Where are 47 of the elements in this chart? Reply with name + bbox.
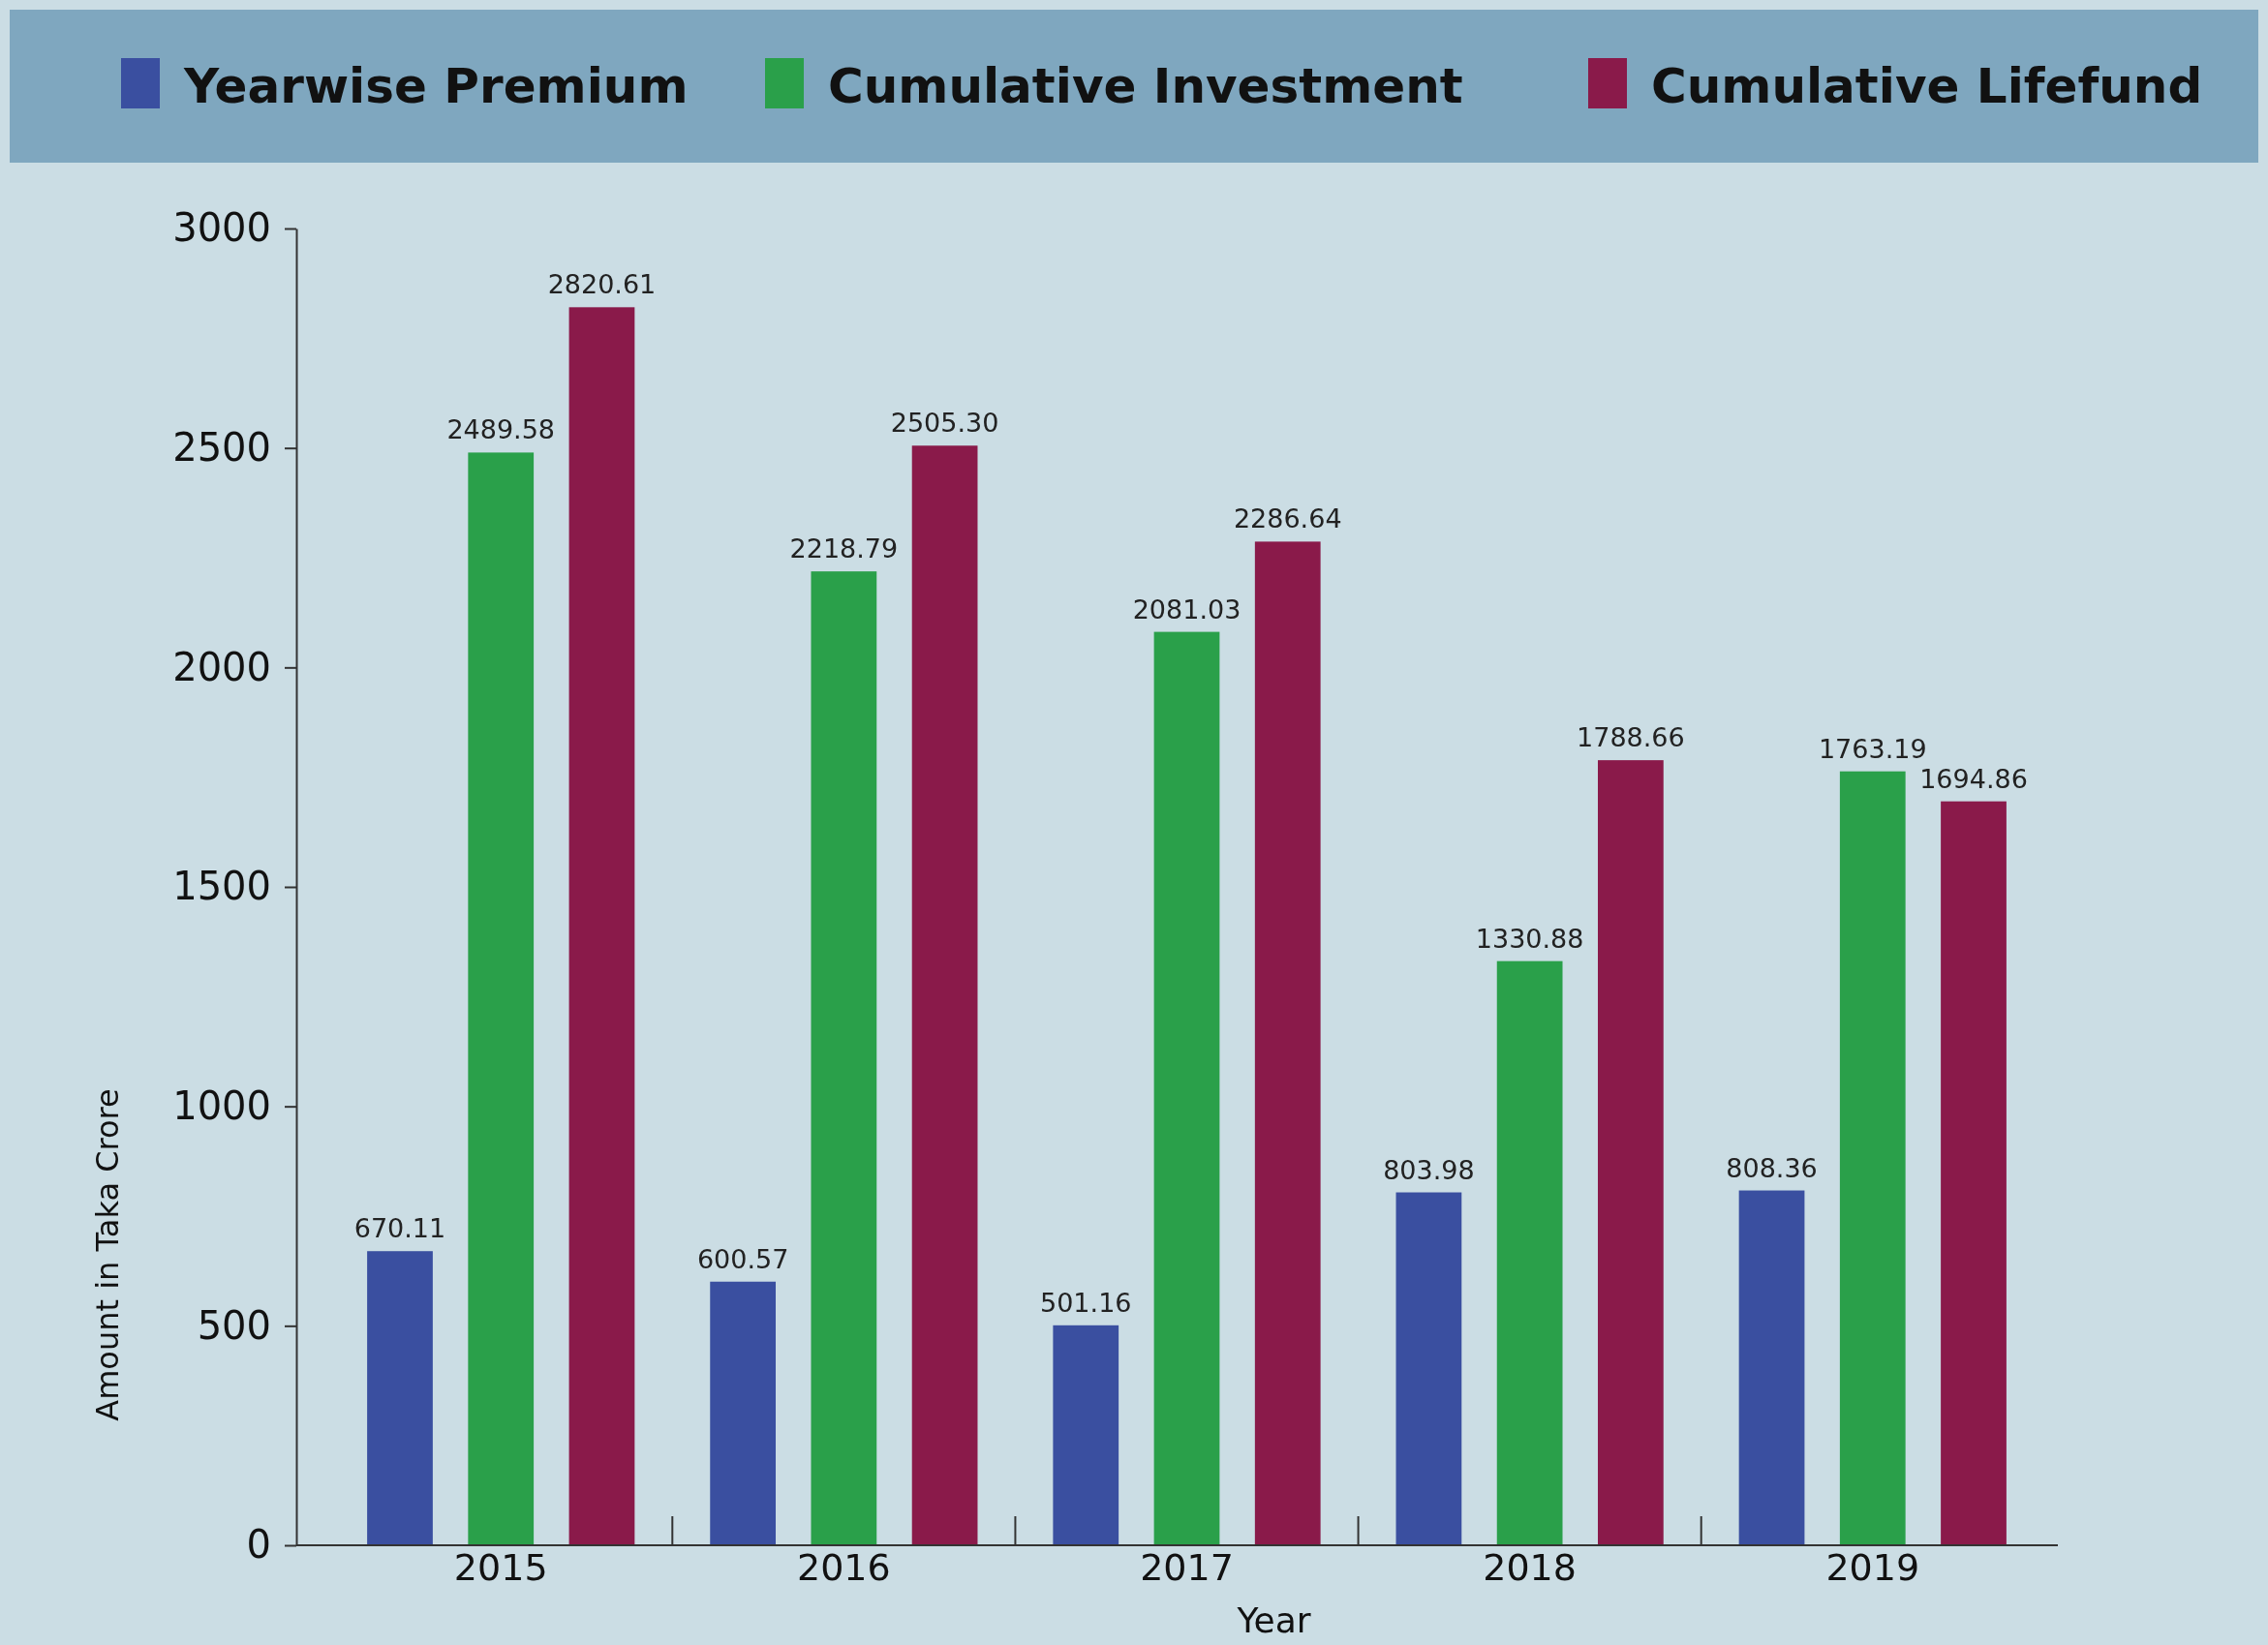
y-tick-label: 500: [197, 1302, 271, 1348]
data-label: 2505.30: [890, 408, 999, 439]
data-label: 600.57: [696, 1243, 789, 1274]
legend-label: Yearwise Premium: [183, 58, 689, 114]
bar: [1395, 1192, 1462, 1545]
data-label: 2286.64: [1233, 503, 1342, 534]
bar: [1839, 771, 1906, 1545]
x-tick-label: 2017: [1140, 1546, 1234, 1589]
bar: [911, 445, 978, 1545]
x-axis-title: Year: [1236, 1600, 1311, 1640]
bar: [1496, 960, 1563, 1545]
data-label: 2218.79: [789, 533, 899, 564]
legend-label: Cumulative Investment: [828, 58, 1463, 114]
y-tick-label: 1000: [172, 1082, 271, 1128]
bar: [1597, 760, 1664, 1545]
bar: [1053, 1325, 1119, 1545]
y-tick-label: 1500: [172, 864, 271, 909]
bar: [468, 452, 535, 1545]
bar: [367, 1251, 433, 1545]
bar: [1941, 801, 2007, 1545]
data-label: 501.16: [1040, 1287, 1132, 1318]
data-label: 2489.58: [446, 414, 556, 445]
data-label: 670.11: [353, 1213, 446, 1244]
bar: [811, 571, 877, 1545]
y-tick-label: 3000: [172, 205, 271, 251]
bar: [568, 307, 635, 1545]
y-tick-label: 0: [246, 1522, 271, 1568]
bar: [710, 1281, 777, 1545]
bar: [1254, 541, 1321, 1545]
x-tick-label: 2019: [1825, 1546, 1920, 1589]
y-tick-label: 2000: [172, 644, 271, 689]
legend-label: Cumulative Lifefund: [1651, 58, 2203, 114]
data-label: 1330.88: [1475, 923, 1584, 954]
bar: [1153, 631, 1220, 1545]
x-tick-label: 2015: [453, 1546, 548, 1589]
x-tick-label: 2018: [1483, 1546, 1577, 1589]
data-label: 1788.66: [1577, 722, 1685, 753]
data-label: 2081.03: [1132, 594, 1241, 624]
x-tick-label: 2016: [797, 1546, 891, 1589]
data-label: 1694.86: [1919, 763, 2028, 794]
data-label: 1763.19: [1818, 733, 1927, 764]
data-label: 803.98: [1383, 1154, 1475, 1185]
y-axis-title: Amount in Taka Crore: [89, 1088, 126, 1421]
data-label: 808.36: [1726, 1152, 1818, 1183]
data-label: 2820.61: [547, 269, 657, 300]
bar: [1738, 1190, 1805, 1545]
y-tick-label: 2500: [172, 424, 271, 470]
